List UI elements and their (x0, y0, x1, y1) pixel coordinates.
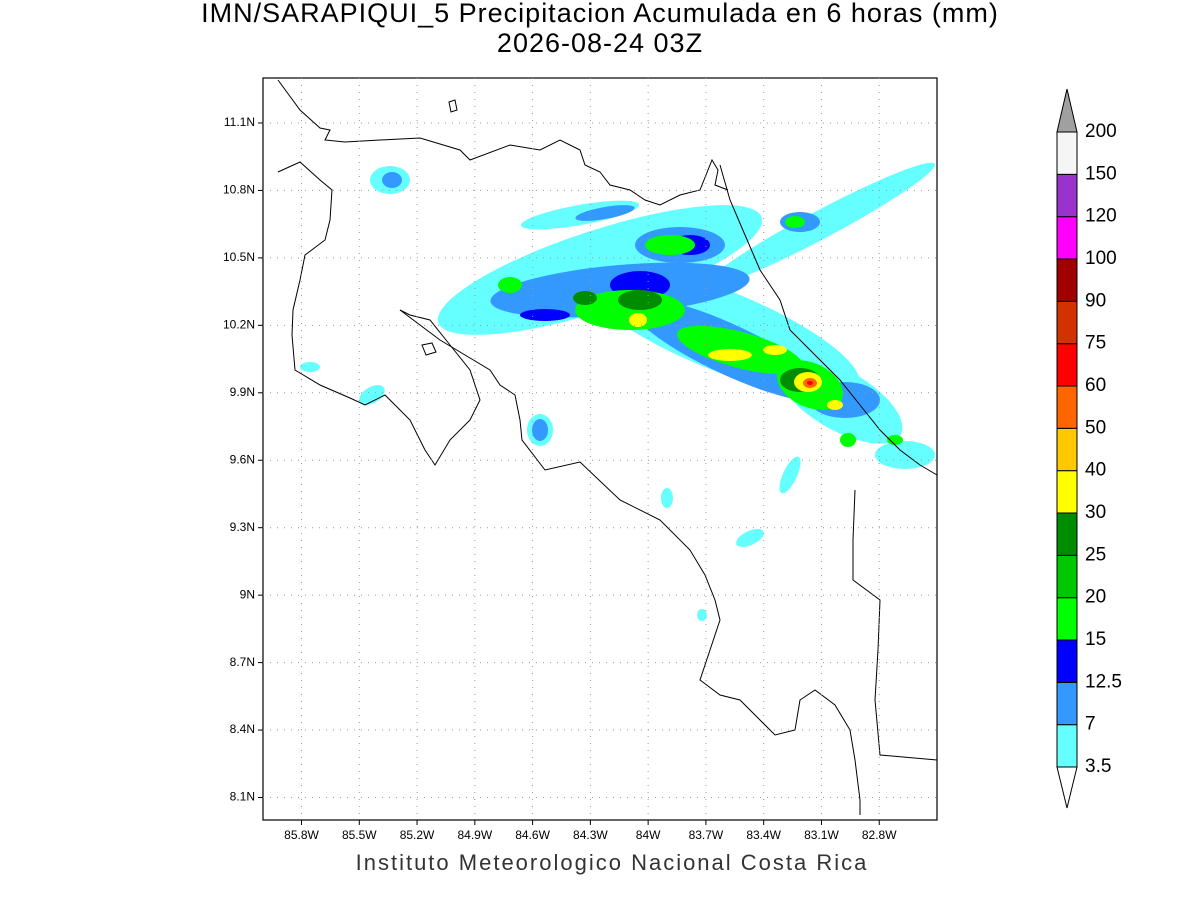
colorbar-box (1056, 216, 1078, 260)
y-tick-label: 9.3N (230, 520, 255, 534)
y-tick-label: 11.1N (224, 115, 255, 129)
y-tick-label: 8.1N (230, 790, 255, 804)
colorbar-label: 12.5 (1085, 671, 1122, 692)
colorbar-triangle (1056, 766, 1078, 809)
x-tick-label: 85.8W (284, 828, 319, 842)
x-tick-label: 84W (636, 828, 661, 842)
colorbar-label: 200 (1085, 121, 1117, 142)
x-tick-label: 83.1W (804, 828, 839, 842)
colorbar-box (1056, 258, 1078, 302)
colorbar: 3.5 7 12.5 15 20 25 30 40 50 60 75 90 100 120 150 200 (1056, 88, 1122, 809)
x-tick-label: 85.2W (400, 828, 435, 842)
colorbar-box (1056, 470, 1078, 514)
colorbar-label: 50 (1085, 417, 1106, 438)
precipitation-field (300, 162, 935, 621)
colorbar-label: 7 (1085, 714, 1096, 735)
precip-max-core (807, 381, 813, 385)
x-tick-label: 83.7W (689, 828, 724, 842)
x-tick-label: 84.9W (457, 828, 492, 842)
footer: Instituto Meteorologico Nacional Costa R… (356, 850, 869, 875)
colorbar-label: 150 (1085, 163, 1117, 184)
subtitle: 2026-08-24 03Z (497, 28, 703, 58)
y-tick-label: 10.5N (223, 250, 255, 264)
colorbar-label: 40 (1085, 460, 1106, 481)
coastline (277, 79, 938, 815)
x-tick-label: 82.8W (862, 828, 897, 842)
y-tick-label: 8.4N (230, 722, 255, 736)
colorbar-box (1056, 597, 1078, 641)
title: IMN/SARAPIQUI_5 Precipitacion Acumulada … (201, 0, 999, 28)
colorbar-label: 20 (1085, 587, 1106, 608)
colorbar-box (1056, 639, 1078, 683)
map-frame (262, 77, 938, 821)
colorbar-label: 30 (1085, 502, 1106, 523)
y-tick-label: 10.8N (223, 183, 255, 197)
y-tick-label: 9.9N (230, 385, 255, 399)
colorbar-box (1056, 385, 1078, 429)
colorbar-box (1056, 554, 1078, 599)
colorbar-label: 100 (1085, 248, 1117, 269)
colorbar-label: 120 (1085, 206, 1117, 227)
x-tick-label: 83.4W (746, 828, 781, 842)
colorbar-box (1056, 300, 1078, 345)
colorbar-label: 25 (1085, 544, 1106, 565)
colorbar-box (1056, 681, 1078, 726)
y-tick-label: 10.2N (223, 318, 255, 332)
colorbar-box (1056, 131, 1078, 175)
colorbar-label: 75 (1085, 333, 1106, 354)
x-tick-label: 85.5W (342, 828, 377, 842)
x-tick-label: 84.3W (573, 828, 608, 842)
colorbar-label: 90 (1085, 290, 1106, 311)
colorbar-box (1056, 427, 1078, 472)
colorbar-label: 60 (1085, 375, 1106, 396)
x-tick-label: 84.6W (515, 828, 550, 842)
y-tick-label: 9N (240, 587, 255, 601)
colorbar-box (1056, 512, 1078, 556)
colorbar-label: 3.5 (1085, 756, 1111, 777)
colorbar-box (1056, 173, 1078, 218)
colorbar-label: 15 (1085, 629, 1106, 650)
colorbar-box (1056, 343, 1078, 387)
y-tick-label: 8.7N (230, 655, 255, 669)
colorbar-triangle (1056, 88, 1078, 133)
y-tick-label: 9.6N (230, 452, 255, 466)
colorbar-box (1056, 724, 1078, 768)
